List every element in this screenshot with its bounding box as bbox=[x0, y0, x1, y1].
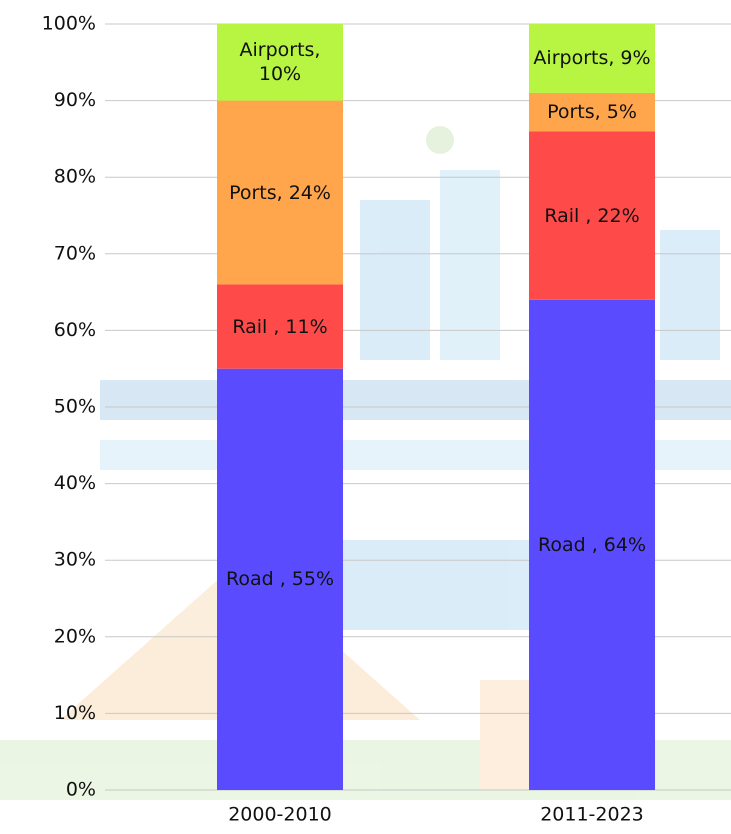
bar-segment bbox=[529, 92, 655, 132]
y-tick-label: 20% bbox=[54, 625, 96, 647]
y-tick-label: 50% bbox=[54, 396, 96, 418]
bar-segment bbox=[217, 100, 343, 285]
data-label: Airports, 10% bbox=[239, 39, 321, 86]
bar-segment bbox=[529, 131, 655, 300]
y-tick-label: 100% bbox=[42, 13, 96, 35]
x-tick-label: 2000-2010 bbox=[228, 804, 332, 826]
y-tick-label: 0% bbox=[66, 779, 96, 801]
data-label: Ports, 24% bbox=[229, 181, 331, 204]
y-tick-label: 90% bbox=[54, 89, 96, 111]
y-tick-label: 80% bbox=[54, 166, 96, 188]
x-tick-label: 2011-2023 bbox=[540, 804, 644, 826]
y-tick-label: 60% bbox=[54, 319, 96, 341]
bar-segment bbox=[529, 299, 655, 790]
data-label: Ports, 5% bbox=[547, 101, 637, 124]
bar-segment bbox=[529, 24, 655, 93]
bar-segment bbox=[217, 284, 343, 369]
bar-segment bbox=[217, 368, 343, 790]
data-label: Airports, 9% bbox=[533, 47, 651, 70]
y-tick-label: 30% bbox=[54, 549, 96, 571]
data-label: Road , 64% bbox=[537, 533, 647, 556]
y-tick-label: 70% bbox=[54, 242, 96, 264]
y-tick-label: 10% bbox=[54, 702, 96, 724]
data-label: Rail , 22% bbox=[544, 204, 640, 227]
data-label: Road , 55% bbox=[225, 568, 335, 591]
y-tick-label: 40% bbox=[54, 472, 96, 494]
data-label: Rail , 11% bbox=[232, 315, 328, 338]
bar-segment bbox=[217, 24, 343, 101]
